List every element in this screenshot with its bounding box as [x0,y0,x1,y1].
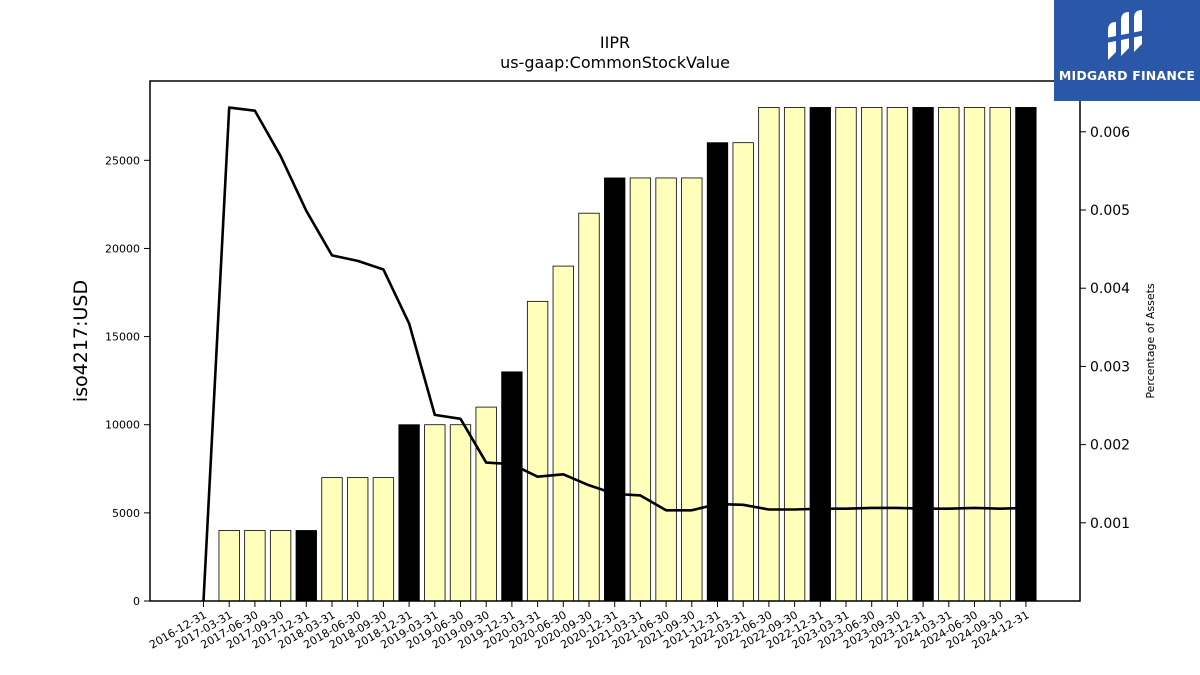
bar-2019-09-30 [475,406,497,602]
bar-2024-09-30 [989,107,1011,602]
midgard-logo-icon [1106,10,1146,60]
bar-2021-06-30 [655,177,677,602]
bar-2024-06-30 [963,107,986,602]
brand-name: MIDGARD FINANCE [1058,68,1196,83]
bar-2018-06-30 [347,477,369,602]
bar-2019-06-30 [449,424,472,602]
line-series-layer [202,106,1026,602]
bar-2023-03-31 [835,107,857,602]
y2-axis-label: Percentage of Assets [1144,283,1157,399]
y2-tick-label: 0.002 [1090,438,1130,454]
bar-2023-09-30 [886,107,909,602]
bar-2024-03-31 [938,107,960,602]
y-tick-label: 5000 [112,507,140,520]
bar-2017-03-31 [218,530,240,602]
percentage-of-assets-line [202,106,1026,602]
bar-2019-03-31 [424,424,446,602]
chart-subtitle: us-gaap:CommonStockValue [500,53,730,72]
bar-2021-12-31 [706,142,729,602]
brand-logo: MIDGARD FINANCE [1054,0,1200,101]
y2-tick-label: 0.001 [1090,516,1130,532]
bar-2022-09-30 [783,107,806,602]
y-tick-label: 25000 [105,154,140,167]
bar-2017-12-31 [295,530,317,602]
bar-2020-09-30 [578,212,600,602]
bar-2022-12-31 [809,107,831,602]
chart-title: IIPR [600,33,630,52]
bar-2021-09-30 [681,177,703,602]
y2-tick-label: 0.003 [1090,359,1130,375]
bar-series [218,107,1037,602]
bar-2020-06-30 [552,265,574,602]
bar-2017-06-30 [244,530,266,602]
bar-2019-12-31 [501,371,523,602]
bar-2023-06-30 [861,107,883,602]
y2-tick-label: 0.006 [1090,125,1130,141]
bar-2018-12-31 [398,424,420,602]
bar-2018-03-31 [321,477,343,602]
bar-2022-06-30 [758,107,780,602]
y-axis-label: iso4217:USD [70,280,92,402]
bar-2020-12-31 [604,177,626,602]
bar-2023-12-31 [912,107,934,602]
y-tick-label: 20000 [105,242,140,255]
bar-2024-12-31 [1015,107,1037,602]
bar-2021-03-31 [629,177,652,602]
y-axis: 0 5000 10000 15000 20000 25000 [105,154,150,608]
x-axis: 2016-12-312017-03-312017-06-302017-09-30… [147,601,1031,652]
y2-tick-label: 0.005 [1090,203,1130,219]
bar-2018-09-30 [372,477,395,602]
y2-tick-label: 0.004 [1090,281,1130,297]
y-tick-label: 15000 [105,331,140,344]
y-tick-label: 10000 [105,419,140,432]
bar-2022-03-31 [732,142,754,602]
bar-2020-03-31 [526,300,549,602]
y2-axis: 0.001 0.002 0.003 0.004 0.005 0.006 [1080,125,1130,532]
y-tick-label: 0 [133,595,140,608]
bar-2017-09-30 [269,530,292,602]
